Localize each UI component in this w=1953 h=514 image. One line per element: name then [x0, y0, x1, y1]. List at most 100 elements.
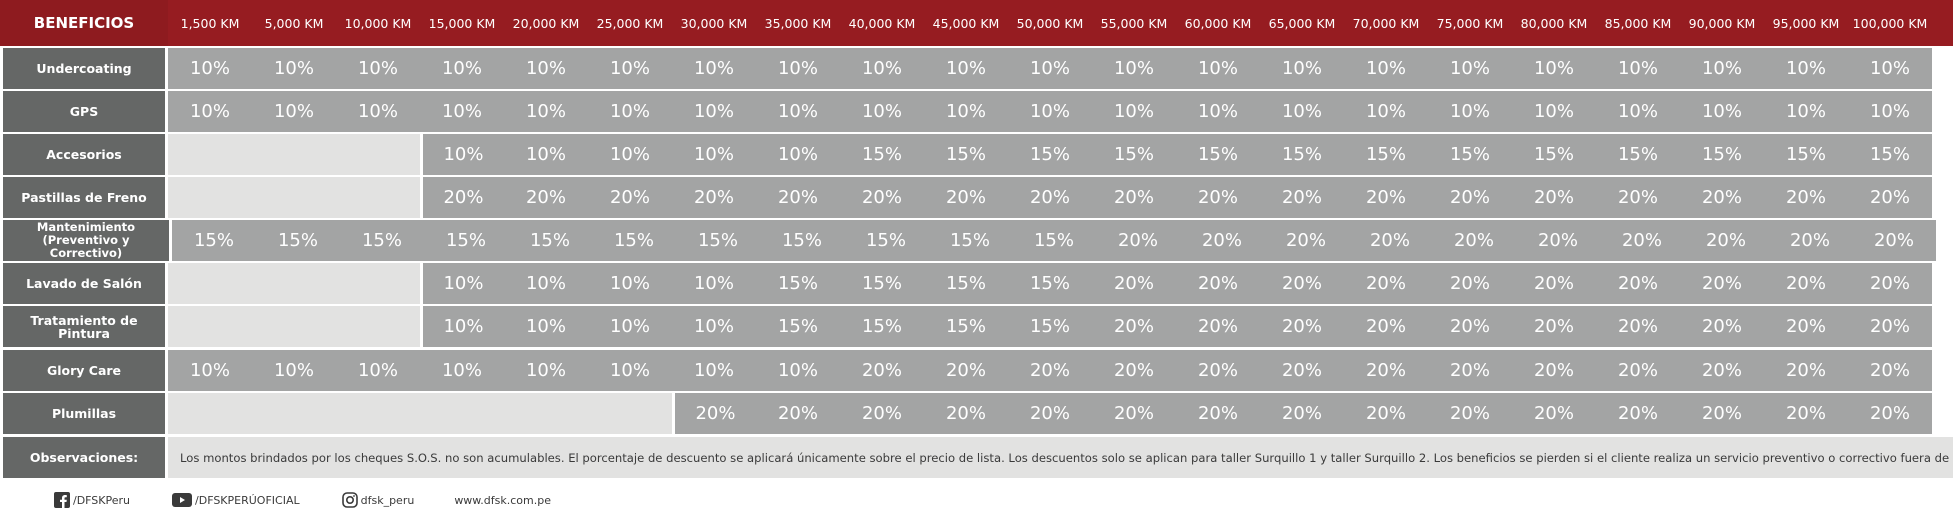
km-header-cell: 90,000 KM [1688, 15, 1756, 31]
discount-cell: 10% [504, 306, 588, 347]
discount-cell: 20% [1680, 263, 1764, 304]
discount-cell: 10% [672, 134, 756, 175]
discount-cell: 15% [592, 220, 676, 261]
empty-cell [336, 177, 420, 218]
discount-cell: 20% [1008, 350, 1092, 391]
discount-cell: 20% [1176, 350, 1260, 391]
discount-cell: 20% [840, 350, 924, 391]
discount-cell: 20% [1344, 350, 1428, 391]
discount-cell: 20% [1848, 306, 1932, 347]
discount-cell: 20% [1684, 220, 1768, 261]
discount-cell: 10% [252, 350, 336, 391]
discount-cell: 15% [1012, 220, 1096, 261]
discount-cell: 15% [1848, 134, 1932, 175]
km-header-cell: 80,000 KM [1520, 15, 1588, 31]
youtube-icon [172, 493, 193, 507]
discount-cell: 10% [672, 350, 756, 391]
discount-cell: 10% [1176, 48, 1260, 89]
discount-cell: 10% [1344, 91, 1428, 132]
km-header-cell: 15,000 KM [428, 15, 496, 31]
row-label: Plumillas [3, 393, 165, 434]
table-row: Plumillas 20% 20% 20% 20% 20% 20% 20% 20% 20% 20% 2… [0, 393, 1953, 434]
discount-cell: 20% [924, 350, 1008, 391]
discount-cell: 15% [924, 306, 1008, 347]
discount-cell: 10% [1764, 48, 1848, 89]
empty-cell [336, 134, 420, 175]
discount-cell: 20% [924, 177, 1008, 218]
discount-cell: 10% [504, 48, 588, 89]
discount-cell: 20% [1344, 263, 1428, 304]
discount-cell: 10% [336, 48, 420, 89]
discount-cell: 10% [588, 134, 672, 175]
row-label: Tratamiento de Pintura [3, 306, 165, 347]
row-label: Lavado de Salón [3, 263, 165, 304]
discount-cell: 20% [1092, 306, 1176, 347]
discount-cell: 20% [1176, 393, 1260, 434]
footer-instagram[interactable]: dfsk_peru [341, 492, 414, 508]
km-header-cell: 55,000 KM [1100, 15, 1168, 31]
discount-cell: 10% [1344, 48, 1428, 89]
discount-cell: 20% [1348, 220, 1432, 261]
discount-cell: 20% [1096, 220, 1180, 261]
discount-cell: 15% [1008, 306, 1092, 347]
discount-cell: 10% [1848, 48, 1932, 89]
empty-cell [252, 393, 336, 434]
discount-cell: 20% [504, 177, 588, 218]
discount-cell: 20% [1848, 350, 1932, 391]
discount-cell: 20% [1516, 220, 1600, 261]
discount-cell: 20% [1428, 177, 1512, 218]
discount-cell: 20% [840, 393, 924, 434]
table-row: Accesorios 10% 10% 10% 10% 10% 15% 15% 15% 15% 15%… [0, 134, 1953, 175]
discount-cell: 20% [1092, 177, 1176, 218]
discount-cell: 10% [1008, 91, 1092, 132]
discount-cell: 10% [1428, 91, 1512, 132]
row-cells: 20% 20% 20% 20% 20% 20% 20% 20% 20% 20% 20% 20% 20% 2… [168, 177, 1953, 218]
row-cells: 15% 15% 15% 15% 15% 15% 15% 15% 15% 15% 15% 20% 20% 2… [172, 220, 1953, 261]
empty-cell [168, 134, 252, 175]
km-header-cell: 5,000 KM [264, 15, 324, 31]
discount-cell: 20% [1512, 350, 1596, 391]
km-header-cell: 60,000 KM [1184, 15, 1252, 31]
row-cells: 20% 20% 20% 20% 20% 20% 20% 20% 20% 20% 20% 20% 20% 2… [168, 393, 1953, 434]
discount-cell: 15% [172, 220, 256, 261]
discount-cell: 15% [1512, 134, 1596, 175]
discount-cell: 10% [840, 48, 924, 89]
table-row: Undercoating 10% 10% 10% 10% 10% 10% 10% 10% 10% 1… [0, 48, 1953, 89]
km-header-cell: 30,000 KM [680, 15, 748, 31]
discount-cell: 10% [504, 91, 588, 132]
km-header-cell: 35,000 KM [764, 15, 832, 31]
discount-cell: 20% [1764, 306, 1848, 347]
discount-cell: 10% [924, 91, 1008, 132]
footer-youtube[interactable]: /DFSKPERÚOFICIAL [172, 492, 300, 508]
table-row: Tratamiento de Pintura 10% 10% 10% 10% 15% 15%… [0, 306, 1953, 347]
row-label: Glory Care [3, 350, 165, 391]
empty-cell [588, 393, 672, 434]
discount-cell: 15% [1596, 134, 1680, 175]
discount-cell: 20% [1260, 306, 1344, 347]
footer-website[interactable]: www.dfsk.com.pe [454, 494, 551, 507]
table-row: Lavado de Salón 10% 10% 10% 10% 15% 15% 15% 15% 2… [0, 263, 1953, 304]
empty-cell [168, 393, 252, 434]
discount-cell: 10% [1680, 91, 1764, 132]
discount-cell: 10% [1596, 48, 1680, 89]
discount-cell: 10% [840, 91, 924, 132]
discount-cell: 20% [1092, 263, 1176, 304]
footer: /DFSKPeru /DFSKPERÚOFICIAL dfsk_peru www… [0, 486, 1953, 514]
row-cells: 10% 10% 10% 10% 15% 15% 15% 15% 20% 20% 20% 20% 20% 2… [168, 263, 1953, 304]
discount-cell: 20% [1680, 177, 1764, 218]
discount-cell: 15% [760, 220, 844, 261]
km-header-cell: 100,000 KM [1852, 15, 1928, 31]
discount-cell: 20% [1428, 263, 1512, 304]
discount-cell: 10% [1596, 91, 1680, 132]
footer-facebook[interactable]: /DFSKPeru [54, 492, 130, 508]
discount-cell: 10% [336, 350, 420, 391]
empty-cell [168, 177, 252, 218]
discount-cell: 15% [844, 220, 928, 261]
discount-cell: 10% [756, 134, 840, 175]
discount-cell: 10% [588, 350, 672, 391]
row-label: Mantenimiento (Preventivo y Correctivo) [3, 220, 169, 261]
table-header: BENEFICIOS 1,500 KM 5,000 KM 10,000 KM 15,0… [0, 0, 1953, 46]
km-header-cell: 65,000 KM [1268, 15, 1336, 31]
discount-cell: 20% [1260, 350, 1344, 391]
